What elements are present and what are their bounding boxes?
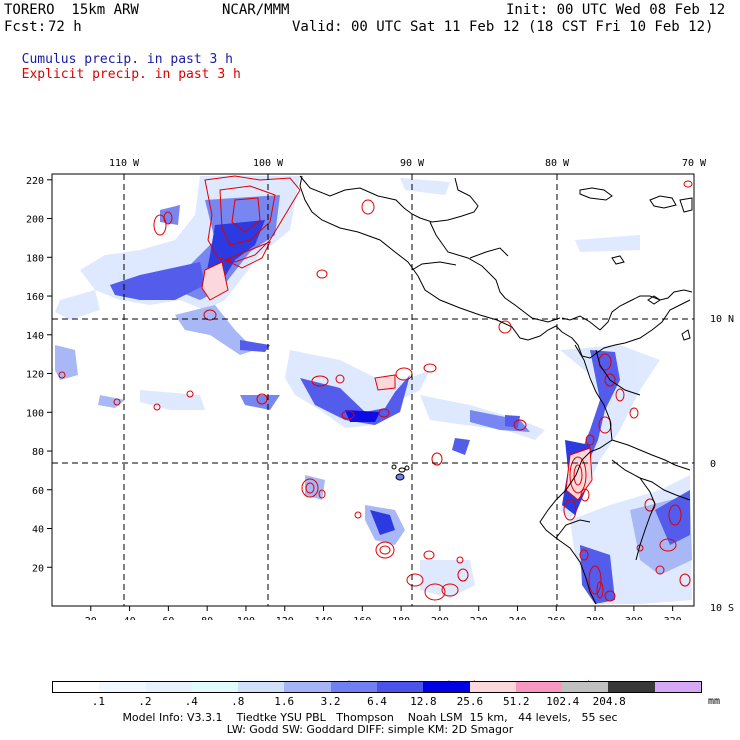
colorbar-label: 6.4: [367, 695, 387, 708]
x-tick-label: 20: [85, 616, 97, 620]
x-tick-label: 260: [547, 616, 565, 620]
x-tick-label: 300: [625, 616, 643, 620]
x-axis-ticks: 20 40 60 80 100 120 140 160 180 200 220 240 260 280 30…: [85, 606, 682, 620]
colorbar-label: .8: [231, 695, 245, 708]
forecast-hour: 72 h: [48, 19, 82, 35]
x-tick-label: 120: [276, 616, 294, 620]
colorbar-cell: [238, 682, 285, 692]
cumulus-legend: Cumulus precip. in past 3 h: [6, 37, 233, 67]
x-tick-label: 320: [664, 616, 682, 620]
longitude-labels: 110 W 100 W 90 W 80 W 70 W: [109, 158, 707, 169]
colorbar-label: 25.6: [456, 695, 484, 708]
x-tick-label: 60: [162, 616, 174, 620]
latitude-labels: 10 N 0 10 S: [710, 314, 734, 614]
colorbar-cell: [53, 682, 100, 692]
y-axis-ticks: 220 200 180 160 140 120 100 80 60 40 20: [26, 176, 52, 574]
colorbar-cell: [608, 682, 655, 692]
longitude-label: 80 W: [545, 158, 570, 169]
galapagos-islands: [391, 464, 410, 481]
latitude-label: 0: [710, 459, 716, 470]
colorbar-cell: [562, 682, 609, 692]
y-tick-label: 40: [32, 525, 44, 536]
model-name: TORERO 15km ARW: [4, 2, 139, 18]
x-tick-label: 140: [315, 616, 333, 620]
precip-colorbar: [52, 681, 702, 693]
x-tick-label: 220: [470, 616, 488, 620]
x-tick-label: 80: [201, 616, 213, 620]
explicit-legend-text: Explicit precip. in past 3 h: [21, 67, 241, 82]
colorbar-cell: [145, 682, 192, 692]
model-info-line2: LW: Godd SW: Goddard DIFF: simple KM: 2D…: [226, 723, 514, 736]
y-tick-label: 20: [32, 563, 44, 574]
colorbar-label: 51.2: [503, 695, 530, 708]
colorbar-label: 204.8: [592, 695, 626, 708]
init-time: Init: 00 UTC Wed 08 Feb 12: [506, 2, 726, 18]
colorbar-cell: [191, 682, 239, 692]
latitude-label: 10 S: [710, 603, 734, 614]
longitude-label: 110 W: [109, 158, 140, 169]
colorbar-label: 3.2: [320, 695, 341, 708]
y-tick-label: 100: [26, 408, 44, 419]
colorbar-label: 12.8: [410, 695, 437, 708]
colorbar-cell: [376, 682, 424, 692]
cumulus-legend-text: Cumulus precip. in past 3 h: [21, 52, 233, 67]
explicit-legend: Explicit precip. in past 3 h: [6, 52, 241, 82]
y-tick-label: 160: [26, 292, 44, 303]
x-tick-label: 160: [353, 616, 371, 620]
colorbar-cell: [330, 682, 377, 692]
y-tick-label: 220: [26, 176, 44, 187]
forecast-label: Fcst:: [4, 19, 47, 35]
longitude-label: 100 W: [253, 158, 284, 169]
organization: NCAR/MMM: [222, 2, 290, 18]
x-tick-label: 100: [237, 616, 255, 620]
precipitation-map: 110 W 100 W 90 W 80 W 70 W 10 N 0 10 S 20 40 60 8…: [26, 158, 734, 620]
longitude-label: 90 W: [400, 158, 425, 169]
colorbar-label: 1.6: [274, 695, 295, 708]
colorbar-cell: [99, 682, 146, 692]
y-tick-label: 140: [26, 331, 44, 342]
model-info-line1: Model Info: V3.3.1 Tiedtke YSU PBL Thomp…: [122, 711, 618, 724]
colorbar-label: .4: [184, 695, 198, 708]
longitude-label: 70 W: [682, 158, 707, 169]
colorbar-cell: [515, 682, 563, 692]
latitude-label: 10 N: [710, 314, 734, 325]
y-tick-label: 60: [32, 486, 44, 497]
colorbar-cell: [284, 682, 331, 692]
colorbar-cell: [654, 682, 701, 692]
x-tick-label: 200: [431, 616, 449, 620]
x-tick-label: 240: [508, 616, 526, 620]
colorbar-cell: [469, 682, 516, 692]
colorbar-unit: mm: [708, 696, 721, 707]
y-tick-label: 120: [26, 370, 44, 381]
colorbar-label: 102.4: [546, 695, 580, 708]
y-tick-label: 80: [32, 447, 44, 458]
lat-lon-grid: [52, 174, 694, 606]
colorbar-label: .2: [138, 695, 152, 708]
coastlines: [299, 175, 693, 605]
colorbar-label: .1: [91, 695, 106, 708]
valid-time: Valid: 00 UTC Sat 11 Feb 12 (18 CST Fri …: [292, 19, 714, 35]
cumulus-precip-field: [55, 176, 692, 604]
x-tick-label: 40: [124, 616, 136, 620]
y-tick-label: 200: [26, 215, 44, 226]
x-tick-label: 280: [586, 616, 604, 620]
x-tick-label: 180: [392, 616, 410, 620]
y-tick-label: 180: [26, 253, 44, 264]
colorbar-labels: .1 .2 .4 .8 1.6 3.2 6.4 12.8 25.6 51.2 102.4 204.8: [52, 695, 702, 708]
colorbar-cell: [423, 682, 470, 692]
